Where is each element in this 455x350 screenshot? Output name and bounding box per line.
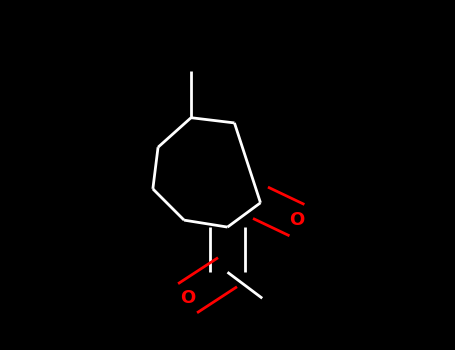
- Text: O: O: [289, 211, 304, 229]
- Text: O: O: [180, 289, 195, 307]
